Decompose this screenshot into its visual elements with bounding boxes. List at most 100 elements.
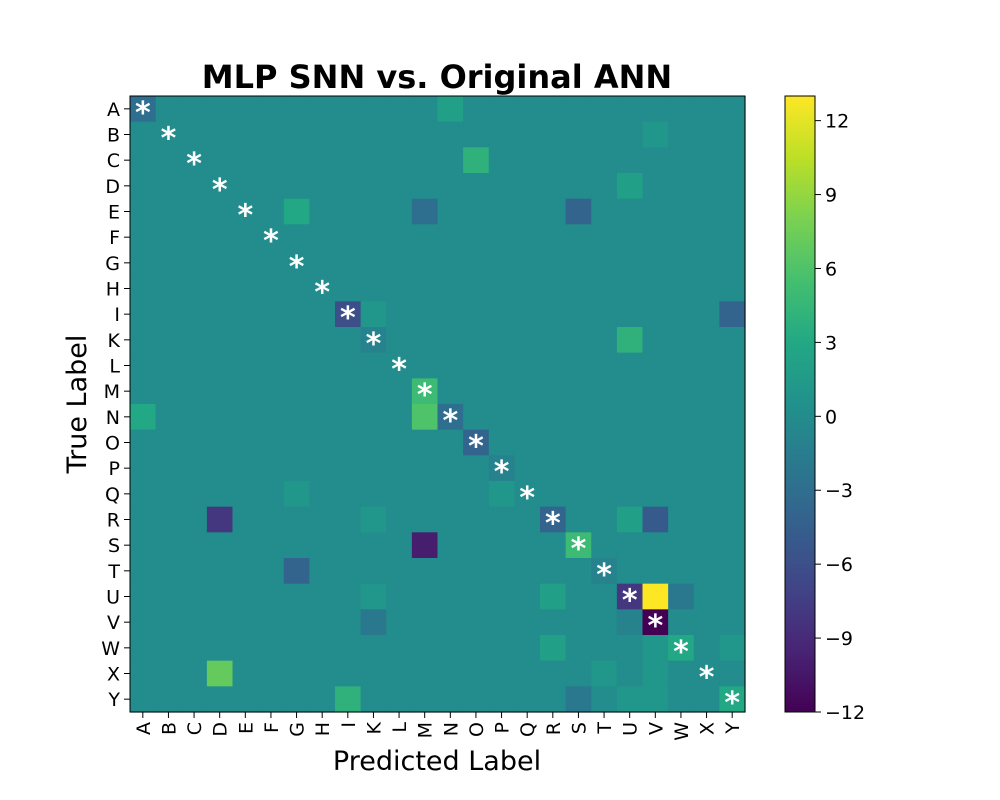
heatmap-cell-T-T <box>591 558 618 585</box>
heatmap-cell-A-K <box>360 96 387 123</box>
heatmap-cell-H-X <box>693 275 720 302</box>
x-tick-label-S: S <box>568 722 590 734</box>
diagonal-marker-T: * <box>596 558 612 593</box>
heatmap-cell-L-U <box>616 352 644 379</box>
heatmap-cell-O-A <box>130 429 157 456</box>
heatmap-cell-G-I <box>335 250 362 277</box>
heatmap-cell-O-H <box>309 429 336 456</box>
heatmap-cell-A-B <box>155 96 182 123</box>
heatmap-cell-D-T <box>591 173 618 200</box>
heatmap-cell-P-K <box>360 455 387 482</box>
heatmap-cell-W-Y <box>719 635 746 662</box>
heatmap-cell-W-B <box>155 635 182 662</box>
y-tick-label-Y: Y <box>107 689 120 711</box>
heatmap-cell-Y-I <box>335 686 362 713</box>
heatmap-cell-P-S <box>565 455 592 482</box>
heatmap-cell-I-F <box>258 301 285 328</box>
y-tick-label-P: P <box>109 458 120 480</box>
heatmap-cell-M-K <box>360 378 387 405</box>
heatmap-cell-E-D <box>206 198 234 225</box>
heatmap-cell-O-R <box>540 429 567 456</box>
heatmap-cell-F-O <box>463 224 490 251</box>
heatmap-cell-L-N <box>437 352 464 379</box>
x-tick-label-T: T <box>594 722 616 735</box>
heatmap-cell-P-Y <box>719 455 746 482</box>
heatmap-cell-K-W <box>668 327 695 354</box>
heatmap-cell-A-W <box>668 96 695 123</box>
heatmap-cell-T-O <box>463 558 490 585</box>
heatmap-cell-X-Y <box>719 660 746 687</box>
heatmap-cell-E-P <box>488 198 515 225</box>
heatmap-cell-H-C <box>181 275 208 302</box>
heatmap-cell-X-K <box>360 660 387 687</box>
heatmap-cell-M-V <box>642 378 669 405</box>
diagonal-marker-X: * <box>699 661 715 696</box>
heatmap-cell-O-T <box>591 429 618 456</box>
heatmap-cell-V-U <box>616 609 644 636</box>
heatmap-cell-H-L <box>386 275 413 302</box>
heatmap-cell-P-T <box>591 455 618 482</box>
heatmap-cell-D-M <box>411 173 439 200</box>
heatmap-cell-T-H <box>309 558 336 585</box>
heatmap-cell-W-P <box>488 635 515 662</box>
heatmap-cell-X-F <box>258 660 285 687</box>
heatmap-cell-L-S <box>565 352 592 379</box>
heatmap-cell-E-F <box>258 198 285 225</box>
x-tick-label-E: E <box>235 722 257 734</box>
heatmap-cell-L-M <box>411 352 439 379</box>
heatmap-cell-M-Y <box>719 378 746 405</box>
heatmap-cell-V-I <box>335 609 362 636</box>
heatmap-cell-X-P <box>488 660 515 687</box>
heatmap-cell-E-T <box>591 198 618 225</box>
heatmap-cell-C-Y <box>719 147 746 174</box>
heatmap-cell-G-W <box>668 250 695 277</box>
heatmap-cell-V-E <box>232 609 259 636</box>
heatmap-cell-I-W <box>668 301 695 328</box>
heatmap-cell-Q-C <box>181 481 208 508</box>
heatmap-cell-T-M <box>411 558 439 585</box>
heatmap-cell-M-I <box>335 378 362 405</box>
heatmap-cell-N-W <box>668 404 695 431</box>
heatmap-cell-C-N <box>437 147 464 174</box>
heatmap-cell-X-W <box>668 660 695 687</box>
heatmap-cell-F-V <box>642 224 669 251</box>
heatmap-cell-D-E <box>232 173 259 200</box>
heatmap-cell-K-F <box>258 327 285 354</box>
heatmap-cell-Y-U <box>616 686 644 713</box>
heatmap-cell-Q-A <box>130 481 157 508</box>
heatmap-cell-B-B <box>155 121 182 148</box>
heatmap-cell-T-N <box>437 558 464 585</box>
heatmap-cell-L-V <box>642 352 669 379</box>
heatmap-cell-U-L <box>386 583 413 610</box>
heatmap-cell-B-X <box>693 121 720 148</box>
heatmap-cell-G-R <box>540 250 567 277</box>
x-tick-label-V: V <box>645 722 667 735</box>
y-tick-label-E: E <box>108 202 120 224</box>
heatmap-cell-I-X <box>693 301 720 328</box>
heatmap-cell-H-A <box>130 275 157 302</box>
heatmap-cell-M-U <box>616 378 644 405</box>
heatmap-cell-R-I <box>335 506 362 533</box>
heatmap-cell-H-K <box>360 275 387 302</box>
heatmap-cell-E-E <box>232 198 259 225</box>
colorbar-tick-label-9: 9 <box>825 185 837 207</box>
heatmap-cell-W-E <box>232 635 259 662</box>
heatmap-cell-T-P <box>488 558 515 585</box>
heatmap-cell-A-F <box>258 96 285 123</box>
heatmap-cell-H-W <box>668 275 695 302</box>
y-tick-label-M: M <box>104 381 120 403</box>
heatmap-cell-S-L <box>386 532 413 559</box>
heatmap-cell-I-Y <box>719 301 746 328</box>
heatmap-cell-A-D <box>206 96 234 123</box>
heatmap-cell-O-Y <box>719 429 746 456</box>
heatmap-cell-X-I <box>335 660 362 687</box>
heatmap-cell-A-X <box>693 96 720 123</box>
heatmap-cell-C-F <box>258 147 285 174</box>
heatmap-cell-S-M <box>411 532 439 559</box>
x-tick-label-M: M <box>415 722 437 738</box>
heatmap-cell-E-A <box>130 198 157 225</box>
heatmap-cell-X-M <box>411 660 439 687</box>
heatmap-cell-Q-P <box>488 481 515 508</box>
heatmap-cell-V-W <box>668 609 695 636</box>
heatmap-cell-G-M <box>411 250 439 277</box>
